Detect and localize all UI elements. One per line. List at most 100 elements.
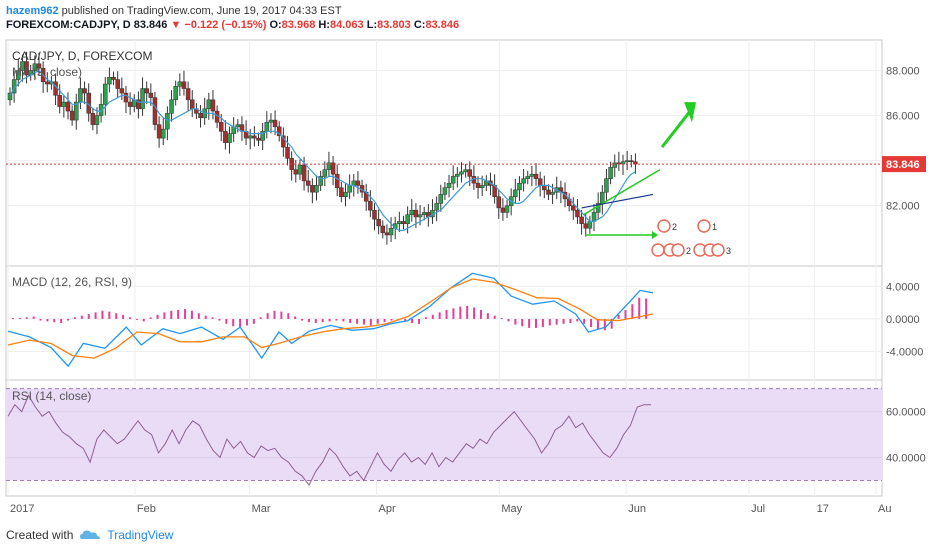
macd-histogram-bar (473, 307, 476, 319)
event-marker-icon (671, 243, 685, 257)
macd-histogram-bar (631, 304, 634, 319)
macd-histogram-bar (555, 318, 558, 325)
macd-histogram-bar (583, 318, 586, 324)
macd-histogram-bar (60, 318, 63, 323)
candle-body (496, 196, 501, 209)
x-tick-label: May (501, 503, 522, 515)
macd-histogram-bar (307, 318, 310, 323)
macd-histogram-bar (280, 311, 283, 319)
candle-body (107, 77, 112, 85)
event-marker-label: 1 (712, 222, 717, 232)
macd-tick-label: 0.0000 (886, 314, 920, 326)
candle-body (61, 101, 67, 107)
macd-histogram-bar (404, 318, 407, 322)
candle-body (206, 99, 212, 110)
candle-body (376, 218, 381, 227)
candle-body (525, 176, 530, 179)
candle-body (82, 88, 87, 94)
candle-body (7, 92, 13, 101)
macd-histogram-bar (163, 312, 166, 319)
price-tick-label: 82.000 (886, 201, 920, 213)
macd-histogram-bar (128, 317, 131, 319)
candle-body (475, 182, 481, 188)
macd-histogram-bar (445, 309, 448, 319)
macd-histogram-bar (452, 308, 455, 319)
candle-body (281, 135, 286, 148)
candle-body (624, 160, 630, 163)
candle-body (401, 221, 406, 224)
x-tick-label: 17 (817, 503, 829, 515)
macd-histogram-bar (149, 317, 152, 319)
macd-histogram-bar (170, 310, 173, 319)
candle-body (161, 128, 166, 139)
candle-body (218, 122, 224, 132)
last-price-tag (882, 156, 926, 173)
price-change: −0.122 (−0.15%) (184, 19, 267, 31)
candle-body (438, 194, 444, 204)
candle-body (276, 126, 282, 137)
rsi-pane: 60.0000 40.0000 (6, 388, 926, 487)
candle-body (123, 92, 129, 103)
macd-histogram-bar (638, 297, 641, 319)
candle-body (372, 209, 377, 220)
candle-body (45, 81, 50, 85)
candle-body (413, 209, 419, 218)
symbol-name: FOREXCOM:CADJPY, D (6, 19, 131, 31)
macd-histogram-bar (486, 313, 489, 319)
candle-body (198, 113, 203, 119)
candle-body (285, 146, 290, 159)
candle-body (256, 137, 261, 141)
macd-histogram-bar (321, 318, 324, 323)
high-value: 84.063 (330, 19, 364, 31)
candle-body (421, 212, 427, 215)
rsi-tick-label: 60.0000 (886, 407, 926, 419)
macd-histogram-bar (273, 310, 276, 319)
candle-body (301, 164, 307, 182)
tradingview-link[interactable]: TradingView (107, 528, 174, 542)
candle-body (459, 171, 464, 175)
price-tick-label: 86.000 (886, 111, 920, 123)
macd-histogram-bar (507, 318, 510, 322)
macd-histogram-bar (541, 318, 544, 328)
macd-histogram-bar (438, 312, 441, 319)
candle-body (90, 113, 96, 125)
event-marker-label: 3 (726, 246, 731, 256)
time-axis: 2017 Feb Mar Apr May Jun Jul 17 Au (10, 503, 891, 515)
projection-arrow (660, 107, 694, 149)
candle-body (343, 191, 348, 197)
macd-histogram-bar (46, 318, 49, 322)
macd-histogram-bar (624, 309, 627, 319)
author-username[interactable]: hazem962 (6, 5, 59, 17)
candle-body (334, 173, 340, 188)
created-with-label: Created with (6, 528, 74, 542)
candle-body (152, 97, 158, 125)
macd-histogram-bar (459, 306, 462, 319)
x-tick-label: Jul (751, 503, 765, 515)
candle-body (74, 101, 79, 121)
event-marker-icon (697, 219, 711, 233)
macd-histogram-bar (349, 318, 352, 323)
candle-body (78, 88, 83, 103)
candle-body (119, 88, 125, 94)
macd-histogram-bar (25, 317, 28, 319)
candle-body (513, 189, 518, 197)
candle-body (272, 119, 278, 128)
candle-body (339, 187, 344, 197)
candle-body (446, 182, 452, 188)
candle-body (504, 205, 510, 213)
candle-body (517, 182, 522, 191)
open-value: 83.968 (281, 19, 316, 31)
macd-histogram-bar (122, 314, 125, 319)
candle-body (235, 124, 241, 128)
candle-body (604, 178, 609, 193)
candle-body (500, 207, 506, 213)
macd-pane: 4.0000 0.0000 -4.0000 (7, 272, 923, 368)
projection-arrowhead (684, 102, 696, 123)
macd-histogram-bar (521, 318, 524, 327)
candle-body (98, 104, 104, 116)
moving-average-line (9, 69, 636, 232)
price-tick-label: 88.000 (886, 66, 920, 78)
macd-histogram-bar (576, 318, 579, 322)
macd-histogram-bar (197, 313, 200, 319)
